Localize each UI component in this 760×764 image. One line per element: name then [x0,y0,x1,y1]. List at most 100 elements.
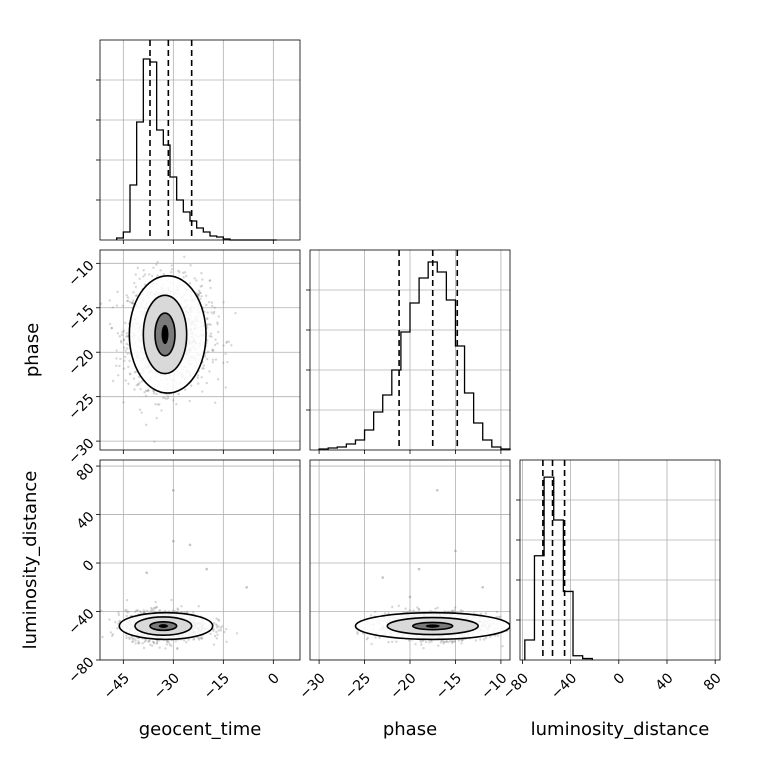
hist-bin [203,232,210,240]
sample-point [176,607,179,610]
sample-point [208,370,211,373]
hist-bin [183,212,190,240]
sample-point [163,396,167,400]
sample-point [430,640,433,643]
sample-point [188,282,192,285]
sample-point [205,381,209,385]
sample-point [184,274,188,278]
x-tick-label: −25 [342,670,374,702]
sample-point [208,323,211,326]
sample-point [417,608,421,611]
hist-bin [143,59,150,240]
sample-point [210,335,213,338]
sample-point [122,329,126,333]
sample-point [497,615,500,619]
sample-point [212,643,216,646]
sample-point [210,311,213,314]
x-tick-label: −30 [151,670,183,702]
sample-point [188,399,191,403]
sample-point [183,271,187,274]
sample-point [453,606,457,609]
sample-point [203,355,207,358]
sample-point [436,606,439,610]
sample-point [172,399,175,402]
sample-point [210,301,214,304]
sample-point [100,302,103,305]
x-tick-label: 0 [265,670,283,688]
sample-point [206,317,209,320]
xlabel-geocent_time: geocent_time [139,719,262,740]
sample-point [442,640,445,643]
contour-line-0 [149,621,178,632]
sample-point [197,605,200,608]
sample-point [145,389,148,392]
sample-point [110,326,114,330]
sample-point [155,642,159,645]
sample-point [172,539,175,543]
sample-point [454,549,457,553]
sample-point [215,630,218,634]
sample-point [185,640,188,644]
sample-point [417,607,420,611]
sample-point [143,611,146,614]
sample-point [119,357,122,361]
scatter-geocent_time-luminosity_distance [100,460,300,660]
sample-point [124,609,127,612]
sample-point [214,401,217,404]
hist-outline [318,261,511,450]
sample-point [225,640,228,643]
scatter-phase-luminosity_distance-plot-area [310,460,510,660]
sample-point [210,304,214,308]
sample-point [115,364,118,368]
sample-point [451,640,454,643]
sample-point [206,311,209,314]
sample-point [217,619,221,622]
sample-point [170,267,174,271]
sample-point [219,626,223,630]
sample-point [365,638,369,641]
sample-point [204,294,208,297]
y-tick-label: −10 [65,258,97,290]
sample-point [95,329,97,331]
sample-point [356,631,359,634]
sample-point [205,357,209,361]
sample-point [217,629,221,632]
sample-point [131,640,134,644]
sample-point [201,367,204,370]
sample-point [165,643,169,646]
sample-point [119,339,123,343]
sample-point [140,380,144,383]
sample-point [192,637,196,640]
sample-point [138,277,141,281]
sample-point [123,355,127,359]
sample-point [217,315,220,318]
sample-point [127,636,131,639]
sample-point [182,276,185,279]
sample-point [439,641,443,644]
sample-point [122,346,126,349]
sample-point [144,423,148,427]
sample-point [224,352,227,356]
sample-point [499,615,502,618]
sample-point [183,255,186,259]
sample-point [116,627,119,630]
sample-point [177,269,180,273]
sample-point [451,610,454,613]
sample-point [387,611,390,615]
sample-point [109,631,113,634]
sample-point [154,606,157,610]
hist-outline [116,58,277,241]
y-tick-label: 0 [80,557,98,575]
sample-point [209,332,213,335]
hist-bin [437,272,446,450]
contour-line-2 [118,611,214,641]
sample-point [201,278,204,281]
sample-point [137,640,140,643]
sample-point [474,639,478,642]
sample-point [153,440,156,443]
sample-point [111,306,114,309]
x-ticks-phase: −30 −25 −20 −15 −10 [296,660,511,703]
sample-point [212,348,215,352]
sample-point [181,271,185,275]
x-tick-label: 0 [611,670,629,688]
